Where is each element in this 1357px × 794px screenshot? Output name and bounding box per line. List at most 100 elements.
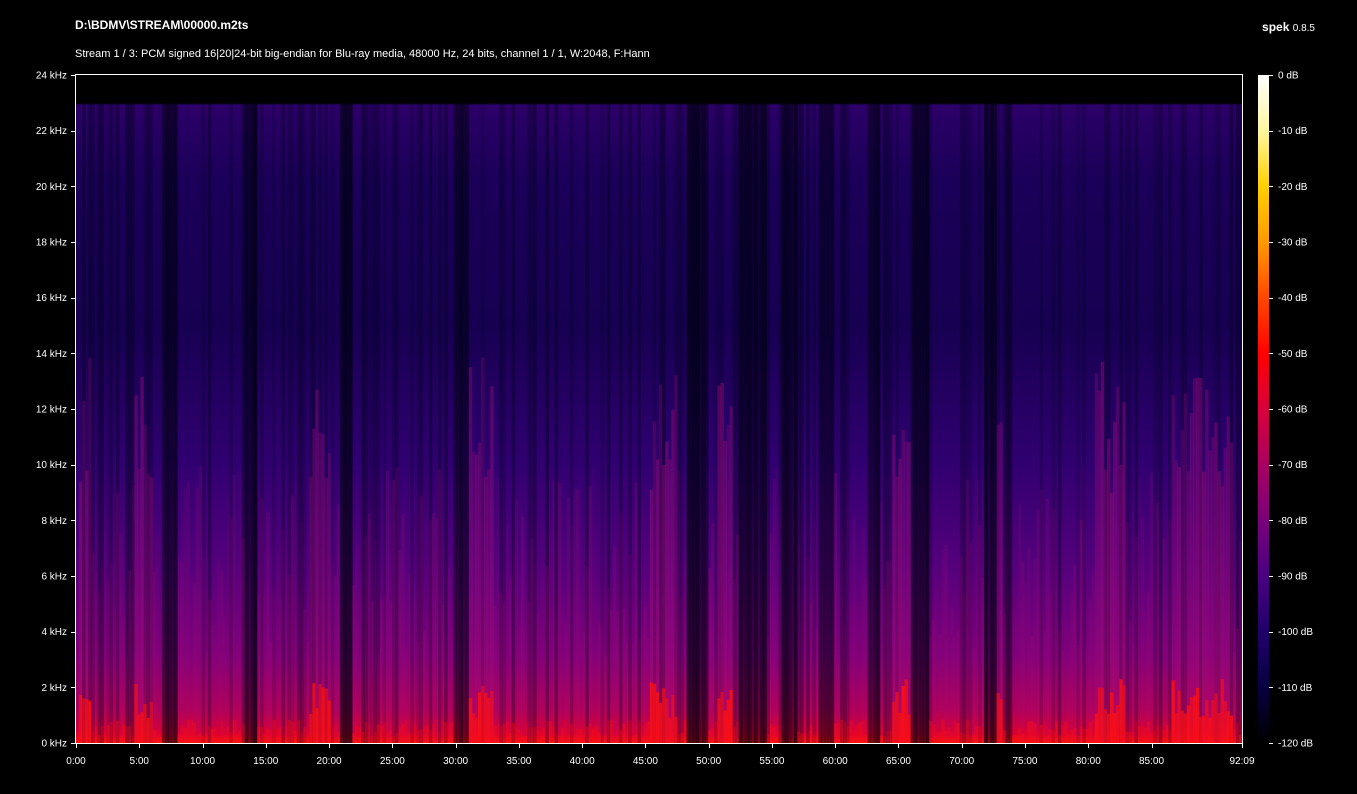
energy-column <box>131 484 135 743</box>
energy-column <box>1159 617 1163 743</box>
energy-column <box>474 454 479 743</box>
quiet-column <box>171 103 175 743</box>
frequency-axis: 0 kHz 2 kHz 4 kHz 6 kHz 8 kHz 10 kHz 12 kHz 14 … <box>36 71 76 750</box>
dim-column <box>106 103 111 743</box>
dim-column <box>628 103 632 743</box>
energy-column <box>189 573 193 743</box>
dim-column <box>428 103 433 743</box>
low-freq-column <box>370 735 375 743</box>
dim-column <box>554 103 559 743</box>
energy-column <box>579 614 583 743</box>
energy-column <box>566 497 571 743</box>
energy-column <box>962 592 967 743</box>
low-freq-column <box>1100 687 1105 743</box>
energy-column <box>855 602 859 743</box>
dim-column <box>318 103 322 743</box>
dim-column <box>1153 103 1157 743</box>
low-freq-column <box>769 723 773 743</box>
dim-column <box>889 103 893 743</box>
colorbar-tick-label: 0 dB <box>1278 71 1299 82</box>
low-freq-column <box>91 731 95 743</box>
dim-column <box>149 103 154 743</box>
dim-column <box>499 103 503 743</box>
low-freq-column <box>815 732 819 743</box>
low-freq-column <box>941 719 945 743</box>
low-freq-column <box>861 720 865 743</box>
dim-column <box>97 103 101 743</box>
energy-column <box>1122 402 1126 743</box>
energy-column <box>1208 450 1212 743</box>
energy-column <box>879 502 884 743</box>
app-name: spek <box>1262 20 1290 34</box>
energy-column <box>800 621 804 743</box>
low-freq-column <box>333 723 338 743</box>
low-freq-column <box>523 735 528 743</box>
quiet-column <box>462 103 467 743</box>
low-freq-column <box>600 735 605 743</box>
energy-column <box>542 573 546 743</box>
low-freq-column <box>183 727 187 743</box>
time-axis: 0:00 5:00 10:00 15:00 20:00 25:00 30:00 35:00 40… <box>66 743 1255 767</box>
energy-column <box>1045 499 1050 743</box>
low-freq-column <box>576 729 580 743</box>
low-freq-column <box>557 735 562 743</box>
low-freq-column <box>858 722 862 743</box>
energy-column <box>806 558 810 743</box>
low-freq-column <box>358 727 362 743</box>
low-freq-column <box>1073 727 1077 743</box>
low-freq-column <box>1153 730 1157 743</box>
energy-column <box>1097 390 1102 743</box>
plot-area <box>76 75 1242 743</box>
dim-column <box>929 103 933 743</box>
quiet-column <box>821 103 826 743</box>
dim-column <box>260 103 264 743</box>
energy-column <box>303 609 307 743</box>
energy-column <box>103 532 108 743</box>
energy-column <box>536 613 540 743</box>
quiet-column <box>164 103 169 743</box>
low-freq-column <box>352 733 356 743</box>
time-tick-label: 92:09 <box>1229 756 1254 767</box>
dim-column <box>968 103 973 743</box>
energy-column <box>606 587 611 743</box>
energy-column <box>306 642 310 743</box>
dim-column <box>527 103 531 743</box>
low-freq-column <box>999 699 1004 743</box>
dim-column <box>962 103 967 743</box>
energy-column <box>373 540 378 743</box>
low-freq-column <box>680 732 684 743</box>
energy-column <box>1235 628 1240 743</box>
energy-column <box>907 442 912 743</box>
dim-column <box>376 103 381 743</box>
dim-column <box>766 103 770 743</box>
energy-column <box>235 642 240 743</box>
low-freq-column <box>1134 720 1139 743</box>
dim-column <box>1159 103 1163 743</box>
low-freq-column <box>901 686 905 743</box>
energy-column <box>1205 389 1209 743</box>
low-freq-column <box>207 726 212 743</box>
low-freq-column <box>530 727 534 743</box>
energy-column <box>1079 520 1083 743</box>
low-freq-column <box>935 731 939 743</box>
dim-column <box>444 103 448 743</box>
energy-column <box>772 479 776 743</box>
energy-column <box>496 478 500 743</box>
dim-column <box>996 103 1000 743</box>
energy-column <box>1217 471 1221 743</box>
quiet-column <box>824 103 829 743</box>
dim-column <box>840 103 844 743</box>
low-freq-column <box>1057 735 1062 743</box>
low-freq-column <box>637 722 641 743</box>
low-freq-column <box>527 723 531 743</box>
low-freq-column <box>714 721 718 743</box>
dim-column <box>1238 103 1242 743</box>
energy-column <box>1226 416 1231 743</box>
energy-column <box>186 481 190 743</box>
energy-column <box>370 602 375 743</box>
low-freq-column <box>729 689 734 743</box>
energy-column <box>401 513 405 743</box>
energy-column <box>1064 619 1068 743</box>
energy-column <box>355 544 359 743</box>
energy-column <box>508 577 513 743</box>
